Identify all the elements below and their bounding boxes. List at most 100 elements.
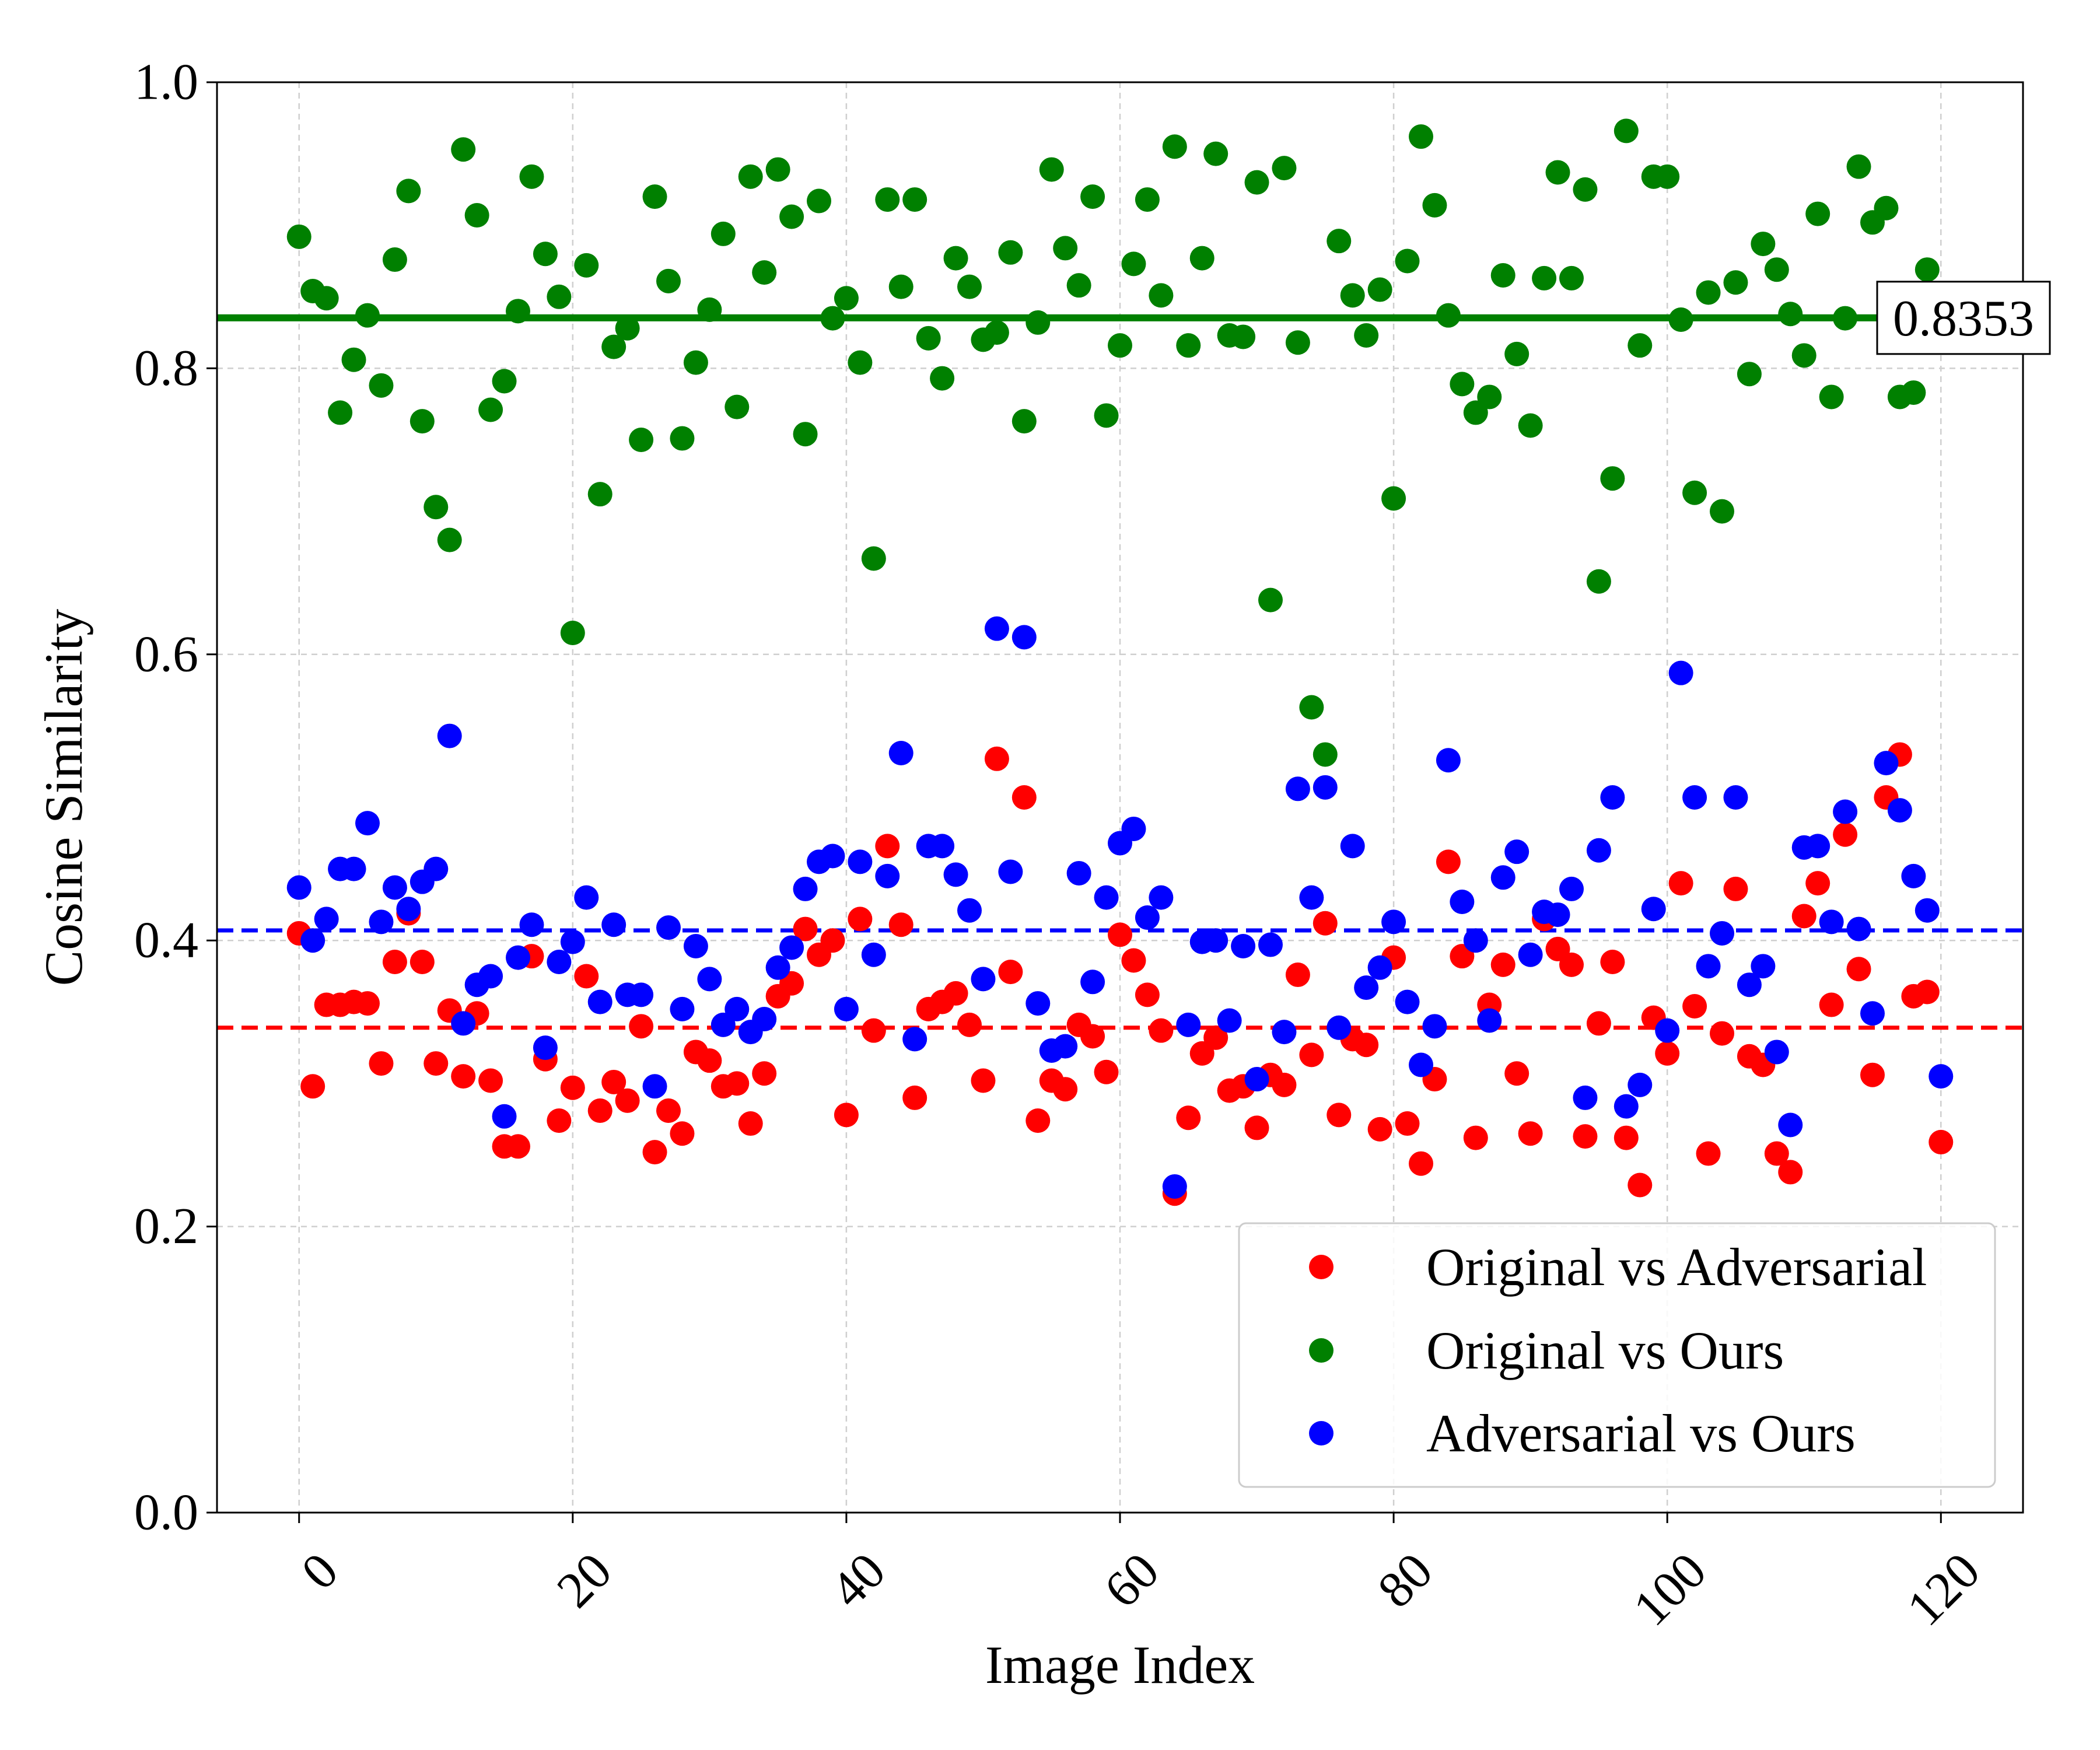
- point-adversarial-vs-ours: [1737, 972, 1762, 998]
- point-original-vs-ours: [1723, 270, 1748, 295]
- point-original-vs-ours: [820, 306, 845, 331]
- point-adversarial-vs-ours: [861, 942, 886, 967]
- point-original-vs-adversarial: [1409, 1151, 1433, 1176]
- point-original-vs-adversarial: [1149, 1018, 1174, 1043]
- point-original-vs-ours: [1012, 409, 1037, 434]
- point-adversarial-vs-ours: [1094, 885, 1119, 910]
- point-original-vs-adversarial: [861, 1018, 886, 1043]
- point-original-vs-ours: [1162, 134, 1187, 159]
- point-original-vs-adversarial: [1600, 949, 1625, 974]
- point-original-vs-ours: [1121, 251, 1146, 276]
- point-original-vs-ours: [1039, 157, 1064, 182]
- point-original-vs-adversarial: [1833, 822, 1858, 847]
- point-original-vs-ours: [1614, 118, 1639, 144]
- legend-marker-original-vs-adversarial: [1309, 1255, 1334, 1279]
- point-original-vs-ours: [1833, 306, 1858, 331]
- point-adversarial-vs-ours: [533, 1035, 558, 1060]
- point-original-vs-adversarial: [1586, 1011, 1611, 1036]
- point-original-vs-adversarial: [1805, 871, 1831, 896]
- point-original-vs-adversarial: [547, 1108, 572, 1133]
- point-original-vs-ours: [779, 204, 804, 229]
- point-original-vs-ours: [1751, 232, 1776, 257]
- point-original-vs-ours: [1696, 280, 1721, 305]
- point-original-vs-adversarial: [1682, 993, 1707, 1019]
- point-original-vs-ours: [656, 268, 681, 293]
- point-adversarial-vs-ours: [984, 616, 1009, 641]
- y-axis-label: Cosine Similarity: [34, 609, 93, 986]
- point-adversarial-vs-ours: [902, 1027, 928, 1052]
- point-adversarial-vs-ours: [1203, 928, 1228, 953]
- point-original-vs-adversarial: [382, 949, 407, 974]
- point-original-vs-ours: [683, 350, 708, 375]
- point-original-vs-ours: [587, 482, 612, 507]
- point-original-vs-ours: [1285, 330, 1310, 355]
- y-tick-label: 0.4: [134, 912, 198, 969]
- point-original-vs-ours: [697, 297, 722, 322]
- point-original-vs-ours: [1573, 177, 1598, 202]
- legend-label-original-vs-ours: Original vs Ours: [1426, 1321, 1784, 1380]
- point-adversarial-vs-ours: [1696, 954, 1721, 979]
- point-adversarial-vs-ours: [437, 723, 462, 748]
- point-original-vs-adversarial: [601, 1069, 626, 1094]
- point-adversarial-vs-ours: [1135, 905, 1160, 930]
- point-original-vs-ours: [1312, 742, 1338, 767]
- point-adversarial-vs-ours: [642, 1074, 667, 1099]
- point-original-vs-adversarial: [1655, 1041, 1680, 1066]
- point-adversarial-vs-ours: [1846, 916, 1871, 942]
- point-original-vs-ours: [492, 369, 517, 394]
- point-adversarial-vs-ours: [1080, 970, 1105, 995]
- legend-label-original-vs-adversarial: Original vs Adversarial: [1426, 1237, 1927, 1297]
- point-adversarial-vs-ours: [1887, 798, 1912, 823]
- point-original-vs-ours: [1586, 569, 1611, 594]
- point-original-vs-adversarial: [1108, 922, 1132, 947]
- point-original-vs-ours: [1805, 201, 1831, 226]
- point-original-vs-adversarial: [888, 912, 914, 937]
- point-adversarial-vs-ours: [943, 862, 968, 887]
- point-original-vs-ours: [1559, 265, 1584, 290]
- y-tick-label: 1.0: [134, 54, 198, 111]
- point-original-vs-ours: [341, 347, 366, 372]
- point-adversarial-vs-ours: [382, 875, 407, 900]
- series-adversarial-vs-ours: [286, 616, 1954, 1199]
- point-original-vs-adversarial: [1723, 876, 1748, 901]
- point-original-vs-ours: [1819, 384, 1844, 410]
- point-original-vs-adversarial: [752, 1061, 777, 1086]
- point-original-vs-ours: [1189, 246, 1214, 271]
- point-original-vs-adversarial: [1367, 1116, 1392, 1142]
- point-adversarial-vs-ours: [793, 876, 818, 901]
- point-original-vs-adversarial: [1053, 1077, 1078, 1102]
- point-original-vs-adversarial: [943, 981, 968, 1006]
- x-tick-label: 20: [547, 1542, 623, 1619]
- point-original-vs-ours: [1354, 323, 1379, 348]
- point-original-vs-ours: [396, 178, 421, 204]
- point-adversarial-vs-ours: [1299, 885, 1324, 910]
- point-original-vs-adversarial: [1203, 1025, 1228, 1050]
- y-tick-label: 0.0: [134, 1485, 198, 1541]
- point-original-vs-ours: [1176, 333, 1201, 358]
- point-original-vs-ours: [1518, 413, 1543, 438]
- point-adversarial-vs-ours: [1244, 1067, 1269, 1092]
- point-original-vs-adversarial: [1135, 982, 1160, 1007]
- point-original-vs-adversarial: [793, 916, 818, 942]
- point-original-vs-adversarial: [560, 1075, 585, 1100]
- point-original-vs-adversarial: [478, 1068, 503, 1093]
- point-adversarial-vs-ours: [1518, 942, 1543, 967]
- point-original-vs-adversarial: [998, 960, 1023, 985]
- point-original-vs-adversarial: [670, 1121, 695, 1146]
- point-adversarial-vs-ours: [1450, 889, 1475, 914]
- point-adversarial-vs-ours: [1012, 625, 1037, 650]
- point-original-vs-ours: [437, 527, 462, 552]
- x-tick-label: 100: [1623, 1542, 1717, 1637]
- point-original-vs-ours: [793, 422, 818, 447]
- point-original-vs-ours: [1367, 277, 1392, 302]
- point-adversarial-vs-ours: [1600, 785, 1625, 810]
- x-tick-label: 40: [820, 1542, 897, 1619]
- legend: Original vs Adversarial Original vs Ours…: [1238, 1222, 1996, 1488]
- point-original-vs-adversarial: [1668, 871, 1693, 896]
- point-original-vs-adversarial: [506, 1134, 530, 1159]
- point-adversarial-vs-ours: [1819, 909, 1844, 935]
- point-adversarial-vs-ours: [1463, 928, 1488, 953]
- point-original-vs-adversarial: [848, 907, 873, 932]
- point-original-vs-ours: [328, 400, 353, 425]
